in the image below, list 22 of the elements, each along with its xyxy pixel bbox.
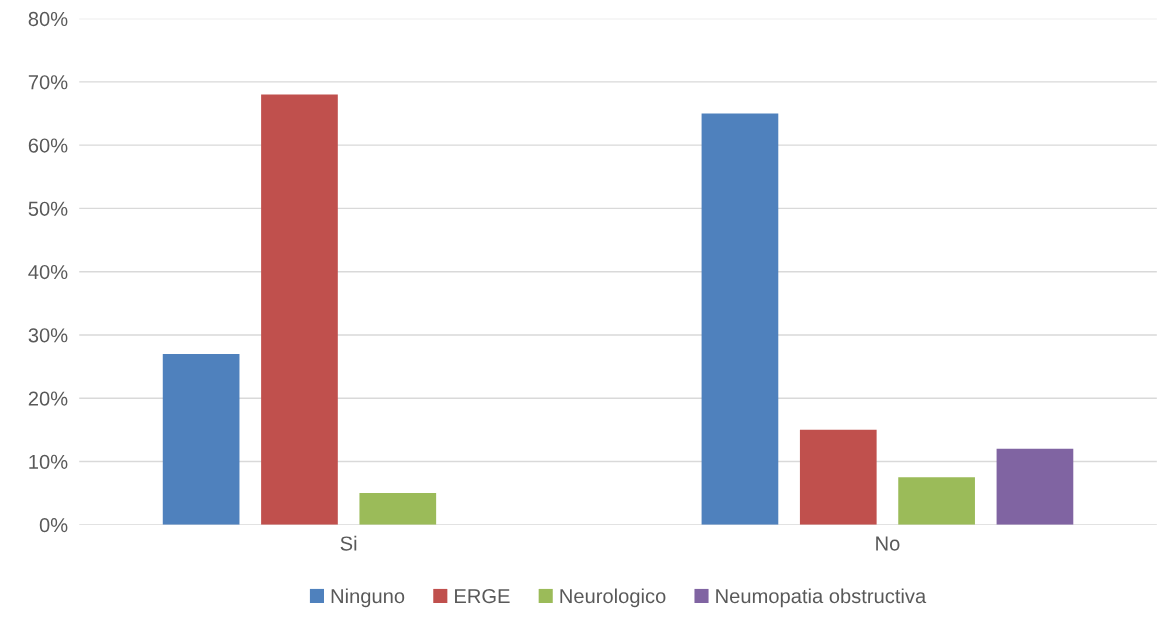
legend-label: ERGE [455,588,510,604]
x-tick-label: No [876,536,900,551]
y-tick-label: 50% [28,201,68,216]
y-tick-label: 80% [28,11,68,27]
legend-label: Neurologico [560,588,666,608]
y-tick-label: 0% [39,517,68,533]
y-tick-label: 40% [28,264,68,280]
bar [996,448,1074,525]
y-tick-label: 60% [28,138,68,153]
bar [701,113,779,525]
y-tick-label: 70% [28,75,68,90]
bar [898,477,975,525]
bar [261,94,338,525]
y-tick-label: 30% [28,328,68,343]
y-tick-label: 20% [28,391,68,406]
bar [162,353,240,525]
x-tick-label: Si [340,535,357,551]
y-tick-label: 10% [29,454,68,469]
legend-label: Neumopatia obstructiva [716,588,927,608]
bar [359,493,437,525]
legend-label: Ninguno [331,588,405,608]
bar [799,429,877,525]
